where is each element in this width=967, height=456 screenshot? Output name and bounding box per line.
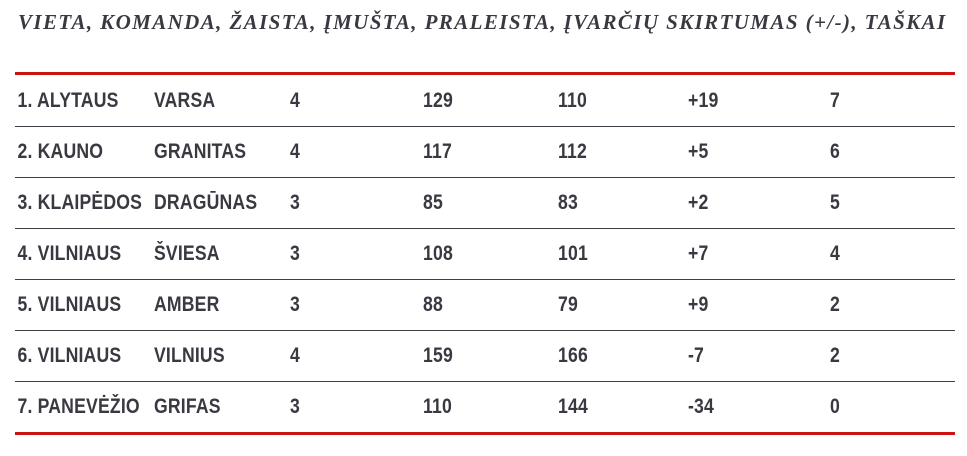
cell-komanda: DRAGŪNAS [154, 191, 258, 214]
cell-vieta: 7. PANEVĖŽIO [17, 395, 140, 418]
cell-skirtumas: -7 [688, 344, 705, 367]
cell-praleista: 79 [558, 293, 578, 316]
cell-imusta: 159 [423, 344, 453, 367]
table-row: 5. VILNIAUS AMBER 3 88 79 +9 2 [15, 279, 955, 330]
cell-zaista: 3 [290, 395, 300, 418]
cell-taskai: 6 [830, 140, 840, 163]
cell-imusta: 108 [423, 242, 453, 265]
table-row: 3. KLAIPĖDOS DRAGŪNAS 3 85 83 +2 5 [15, 177, 955, 228]
cell-praleista: 83 [558, 191, 578, 214]
cell-imusta: 85 [423, 191, 443, 214]
cell-imusta: 88 [423, 293, 443, 316]
cell-vieta: 4. VILNIAUS [17, 242, 122, 265]
cell-imusta: 117 [423, 140, 452, 163]
cell-taskai: 7 [830, 88, 840, 112]
cell-komanda: ŠVIESA [154, 242, 220, 265]
cell-praleista: 112 [558, 140, 587, 163]
cell-vieta: 6. VILNIAUS [17, 344, 122, 367]
cell-praleista: 101 [558, 242, 588, 265]
table-row: 6. VILNIAUS VILNIUS 4 159 166 -7 2 [15, 330, 955, 381]
cell-vieta: 1. ALYTAUS [17, 88, 119, 112]
cell-skirtumas: +19 [688, 88, 719, 112]
cell-vieta: 3. KLAIPĖDOS [17, 191, 143, 214]
cell-skirtumas: +2 [688, 191, 709, 214]
cell-zaista: 3 [290, 242, 300, 265]
cell-praleista: 144 [558, 395, 588, 418]
cell-komanda: VARSA [154, 88, 216, 112]
cell-zaista: 4 [290, 140, 300, 163]
cell-zaista: 3 [290, 293, 300, 316]
cell-praleista: 110 [558, 88, 587, 112]
cell-komanda: GRIFAS [154, 395, 221, 418]
table-row: 7. PANEVĖŽIO GRIFAS 3 110 144 -34 0 [15, 381, 955, 432]
cell-komanda: AMBER [154, 293, 220, 316]
cell-taskai: 2 [830, 293, 840, 316]
table-row: 1. ALYTAUS VARSA 4 129 110 +19 7 [15, 75, 955, 126]
cell-imusta: 129 [423, 88, 453, 112]
cell-komanda: VILNIUS [154, 344, 225, 367]
cell-skirtumas: +7 [688, 242, 709, 265]
cell-skirtumas: -34 [688, 395, 715, 418]
cell-taskai: 0 [830, 395, 840, 418]
page-title: VIETA, KOMANDA, ŽAISTA, ĮMUŠTA, PRALEIST… [18, 10, 947, 34]
cell-taskai: 5 [830, 191, 840, 214]
cell-zaista: 4 [290, 344, 300, 367]
cell-vieta: 2. KAUNO [17, 140, 104, 163]
cell-taskai: 2 [830, 344, 840, 367]
cell-taskai: 4 [830, 242, 840, 265]
cell-imusta: 110 [423, 395, 452, 418]
table-row: 2. KAUNO GRANITAS 4 117 112 +5 6 [15, 126, 955, 177]
cell-zaista: 3 [290, 191, 300, 214]
cell-praleista: 166 [558, 344, 588, 367]
cell-zaista: 4 [290, 88, 300, 112]
standings-table: 1. ALYTAUS VARSA 4 129 110 +19 7 2. KAUN… [15, 72, 955, 435]
cell-vieta: 5. VILNIAUS [17, 293, 122, 316]
table-row: 4. VILNIAUS ŠVIESA 3 108 101 +7 4 [15, 228, 955, 279]
cell-skirtumas: +9 [688, 293, 709, 316]
cell-komanda: GRANITAS [154, 140, 247, 163]
cell-skirtumas: +5 [688, 140, 709, 163]
